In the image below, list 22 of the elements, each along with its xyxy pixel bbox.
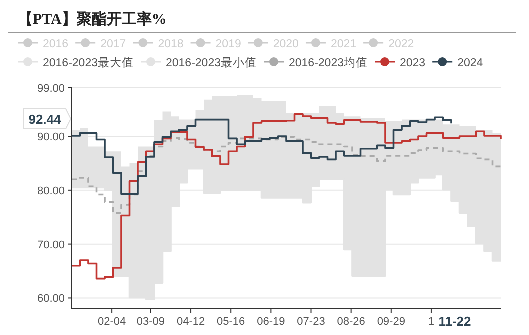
text: 92.44 [28, 112, 62, 127]
x-tick-label: 09-29 [377, 316, 406, 328]
legend-label: 2016-2023最大值 [43, 56, 134, 70]
y-tick-label: 99.00 [37, 83, 65, 95]
y-tick-label: 70.00 [37, 239, 65, 252]
x-tick-label: 04-12 [176, 316, 206, 328]
legend-label: 2024 [458, 58, 484, 70]
legend-label: 2016-2023均值 [289, 56, 368, 70]
x-tick-label: 08-26 [337, 316, 366, 328]
legend-label: 2023 [400, 58, 426, 70]
y-tick-label: 80.00 [37, 185, 65, 198]
y-tick-label: 60.00 [37, 293, 65, 306]
x-tick-label: 1 [428, 316, 435, 328]
chart-title: 【PTA】聚酯开工率% [18, 10, 167, 28]
x-tick-label: 07-23 [297, 316, 326, 328]
x-tick-label: 06-19 [257, 316, 286, 328]
x-tick-label: 05-16 [217, 316, 246, 328]
x-tick-label: 02-04 [98, 316, 126, 328]
x-tick-label: 03-09 [136, 316, 166, 328]
legend-label: 2016-2023最小值 [166, 56, 257, 70]
y-tick-label: 90.00 [37, 132, 65, 144]
text: 11-22 [438, 314, 472, 329]
